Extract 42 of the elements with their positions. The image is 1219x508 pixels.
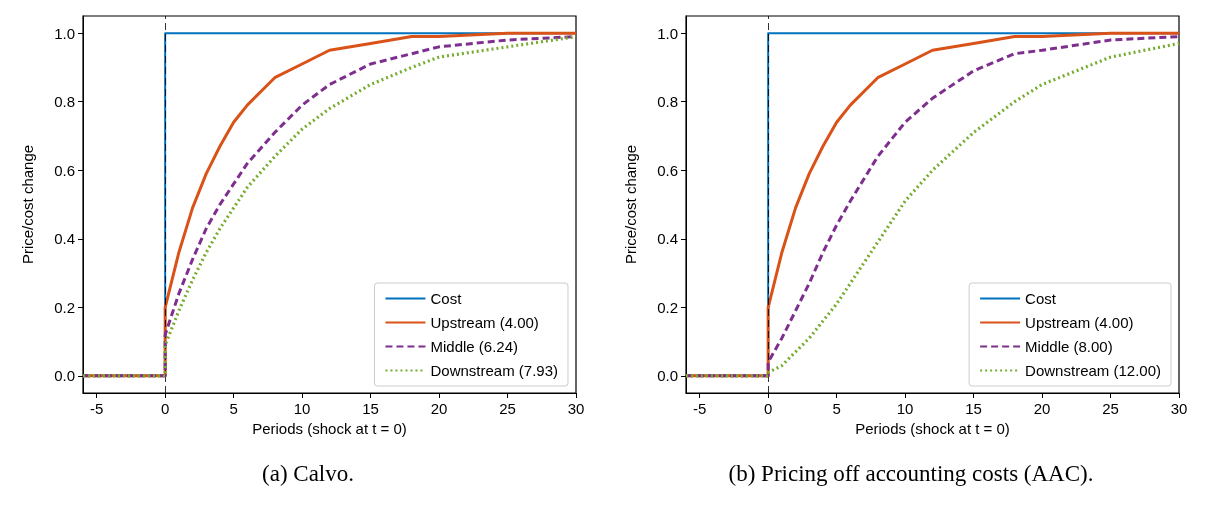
x-tick-label: 15 <box>362 400 379 417</box>
y-tick-label: 0.6 <box>657 161 678 179</box>
y-tick-label: 0.8 <box>54 93 75 111</box>
y-tick-label: 0.4 <box>54 230 75 248</box>
x-tick-label: 0 <box>160 400 170 417</box>
x-tick-label: 5 <box>832 400 841 417</box>
x-tick-label: 30 <box>567 400 585 417</box>
y-tick-label: 0.2 <box>54 298 75 316</box>
x-tick-label: -5 <box>693 400 707 417</box>
legend-label: Cost <box>430 290 463 307</box>
x-tick-label: 30 <box>1170 400 1188 417</box>
x-tick-label: 0 <box>763 400 773 417</box>
legend-label: Middle (8.00) <box>1025 338 1113 355</box>
x-axis-title: Periods (shock at t = 0) <box>252 419 407 437</box>
y-tick-label: 0.6 <box>54 161 75 179</box>
x-tick-label: 5 <box>229 400 238 417</box>
legend-label: Downstream (12.00) <box>1025 362 1161 379</box>
x-tick-label: 25 <box>499 400 516 417</box>
x-tick-label: 20 <box>430 400 448 417</box>
y-axis-title: Price/cost change <box>19 144 36 265</box>
x-tick-label: 10 <box>293 400 311 417</box>
x-tick-label: 15 <box>965 400 982 417</box>
x-tick-label: 25 <box>1102 400 1119 417</box>
legend-label: Middle (6.24) <box>430 338 518 355</box>
x-tick-label: -5 <box>90 400 104 417</box>
text: (a) Calvo. <box>262 461 354 486</box>
y-tick-label: 0.8 <box>657 93 678 111</box>
y-tick-label: 0.0 <box>54 367 75 385</box>
y-axis-title: Price/cost change <box>622 144 639 265</box>
y-tick-label: 0.0 <box>657 367 678 385</box>
legend-label: Cost <box>1025 290 1057 307</box>
x-tick-label: 10 <box>896 400 914 417</box>
text: (b) Pricing off accounting costs (AAC). <box>728 461 1094 486</box>
legend-label: Downstream (7.93) <box>430 362 558 379</box>
y-tick-label: 0.4 <box>657 230 678 248</box>
y-tick-label: 1.0 <box>657 24 678 42</box>
x-tick-label: 20 <box>1033 400 1051 417</box>
legend-label: Upstream (4.00) <box>430 314 539 331</box>
x-axis-title: Periods (shock at t = 0) <box>855 419 1010 437</box>
y-tick-label: 0.2 <box>657 298 678 316</box>
legend-label: Upstream (4.00) <box>1025 314 1134 331</box>
y-tick-label: 1.0 <box>54 24 75 42</box>
